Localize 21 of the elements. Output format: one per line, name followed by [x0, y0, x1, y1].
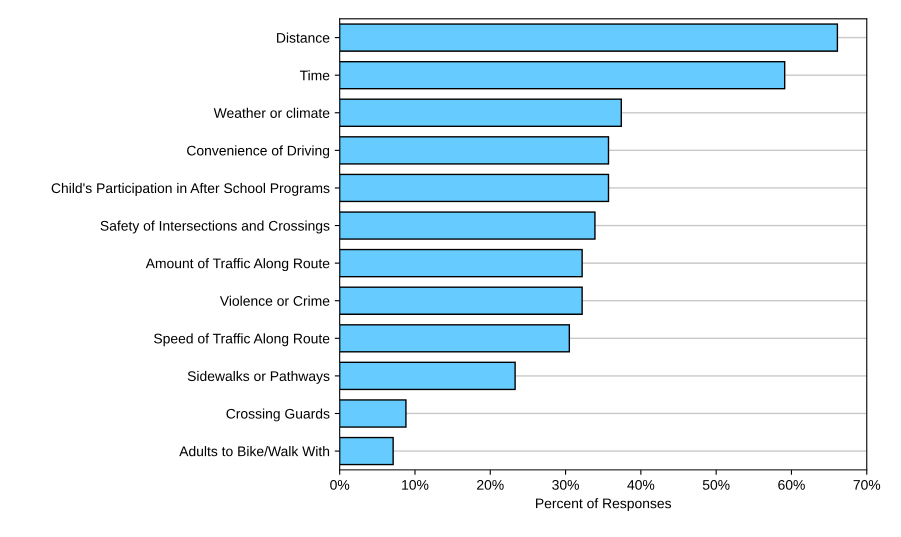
x-tick-label: 40%: [627, 480, 654, 490]
y-tick-label: Weather or climate: [214, 108, 330, 118]
x-axis-title: Percent of Responses: [536, 498, 672, 512]
y-tick-label: Violence or Crime: [220, 296, 330, 306]
x-tick-label: 20%: [477, 480, 504, 490]
y-tick-label: Distance: [277, 32, 330, 43]
x-tick-label: 30%: [552, 480, 579, 490]
y-tick-label: Crossing Guards: [226, 408, 330, 422]
y-tick-label: Adults to Bike/Walk With: [179, 446, 330, 456]
x-tick-label: 0%: [330, 480, 350, 490]
y-tick-label: Safety of Intersections and Crossings: [100, 220, 330, 234]
y-tick-label: Sidewalks or Pathways: [188, 370, 330, 384]
x-tick-label: 50%: [702, 480, 730, 490]
x-tick-label: 10%: [402, 480, 428, 490]
x-tick-label: 60%: [778, 480, 805, 490]
y-tick-label: Speed of Traffic Along Route: [154, 333, 330, 346]
y-tick-label: Time: [300, 70, 330, 80]
y-tick-label: Child's Participation in After School Programs: [52, 182, 330, 196]
x-tick-label: 70%: [854, 480, 880, 490]
y-tick-label: Convenience of Driving: [187, 145, 330, 158]
y-tick-label: Amount of Traffic Along Route: [146, 258, 330, 272]
